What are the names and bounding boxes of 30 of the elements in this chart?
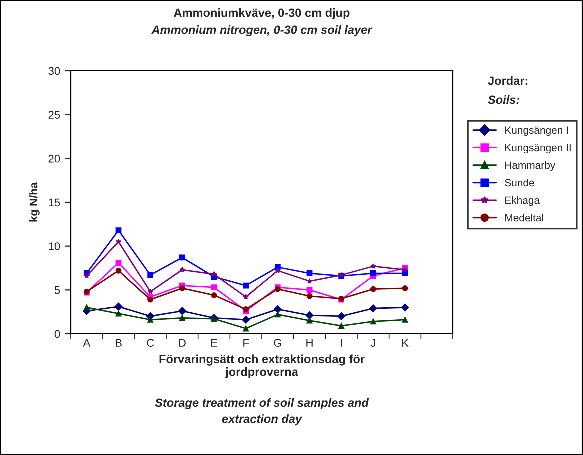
legend-label: Sunde	[505, 178, 534, 187]
legend-label: Ekhaga	[506, 196, 540, 206]
x-tick-label: J	[370, 339, 376, 348]
x-tick-label: C	[147, 339, 154, 348]
legend-label: Medeltal	[506, 214, 544, 222]
y-tick-label: 20	[48, 154, 60, 163]
legend-label: Kungsängen II	[506, 144, 571, 154]
y-axis-title: kg N/ha	[29, 182, 40, 222]
y-tick-label: 30	[48, 67, 60, 76]
x-axis-title: Förvaringsätt och extraktionsdag för jordproverna	[160, 354, 365, 379]
y-tick-label: 5	[54, 286, 60, 294]
x-tick-label: D	[179, 339, 186, 347]
x-tick-label: I	[341, 339, 342, 347]
legend-label: Hammarby	[506, 161, 556, 172]
x-tick-label: B	[116, 339, 122, 347]
x-tick-label: H	[306, 339, 313, 347]
y-tick-label: 0	[54, 330, 60, 338]
x-tick-label: A	[83, 339, 91, 347]
chart-title: Ammoniumkväve, 0-30 cm djup	[174, 8, 350, 20]
x-tick-label: E	[211, 339, 218, 347]
legend-label: Kungsängen I	[506, 126, 568, 136]
y-tick-label: 25	[48, 111, 60, 119]
y-tick-label: 15	[49, 198, 60, 207]
y-tick-label: 10	[49, 242, 60, 250]
x-tick-label: G	[274, 339, 282, 348]
text: Storage treatment of soil samples and extraction day	[155, 398, 370, 426]
legend-title: Jordar: Soils:	[488, 76, 528, 104]
x-tick-label: K	[402, 339, 409, 347]
x-tick-label: F	[244, 339, 250, 347]
chart-subtitle: Ammonium nitrogen, 0-30 cm soil layer	[152, 26, 373, 36]
